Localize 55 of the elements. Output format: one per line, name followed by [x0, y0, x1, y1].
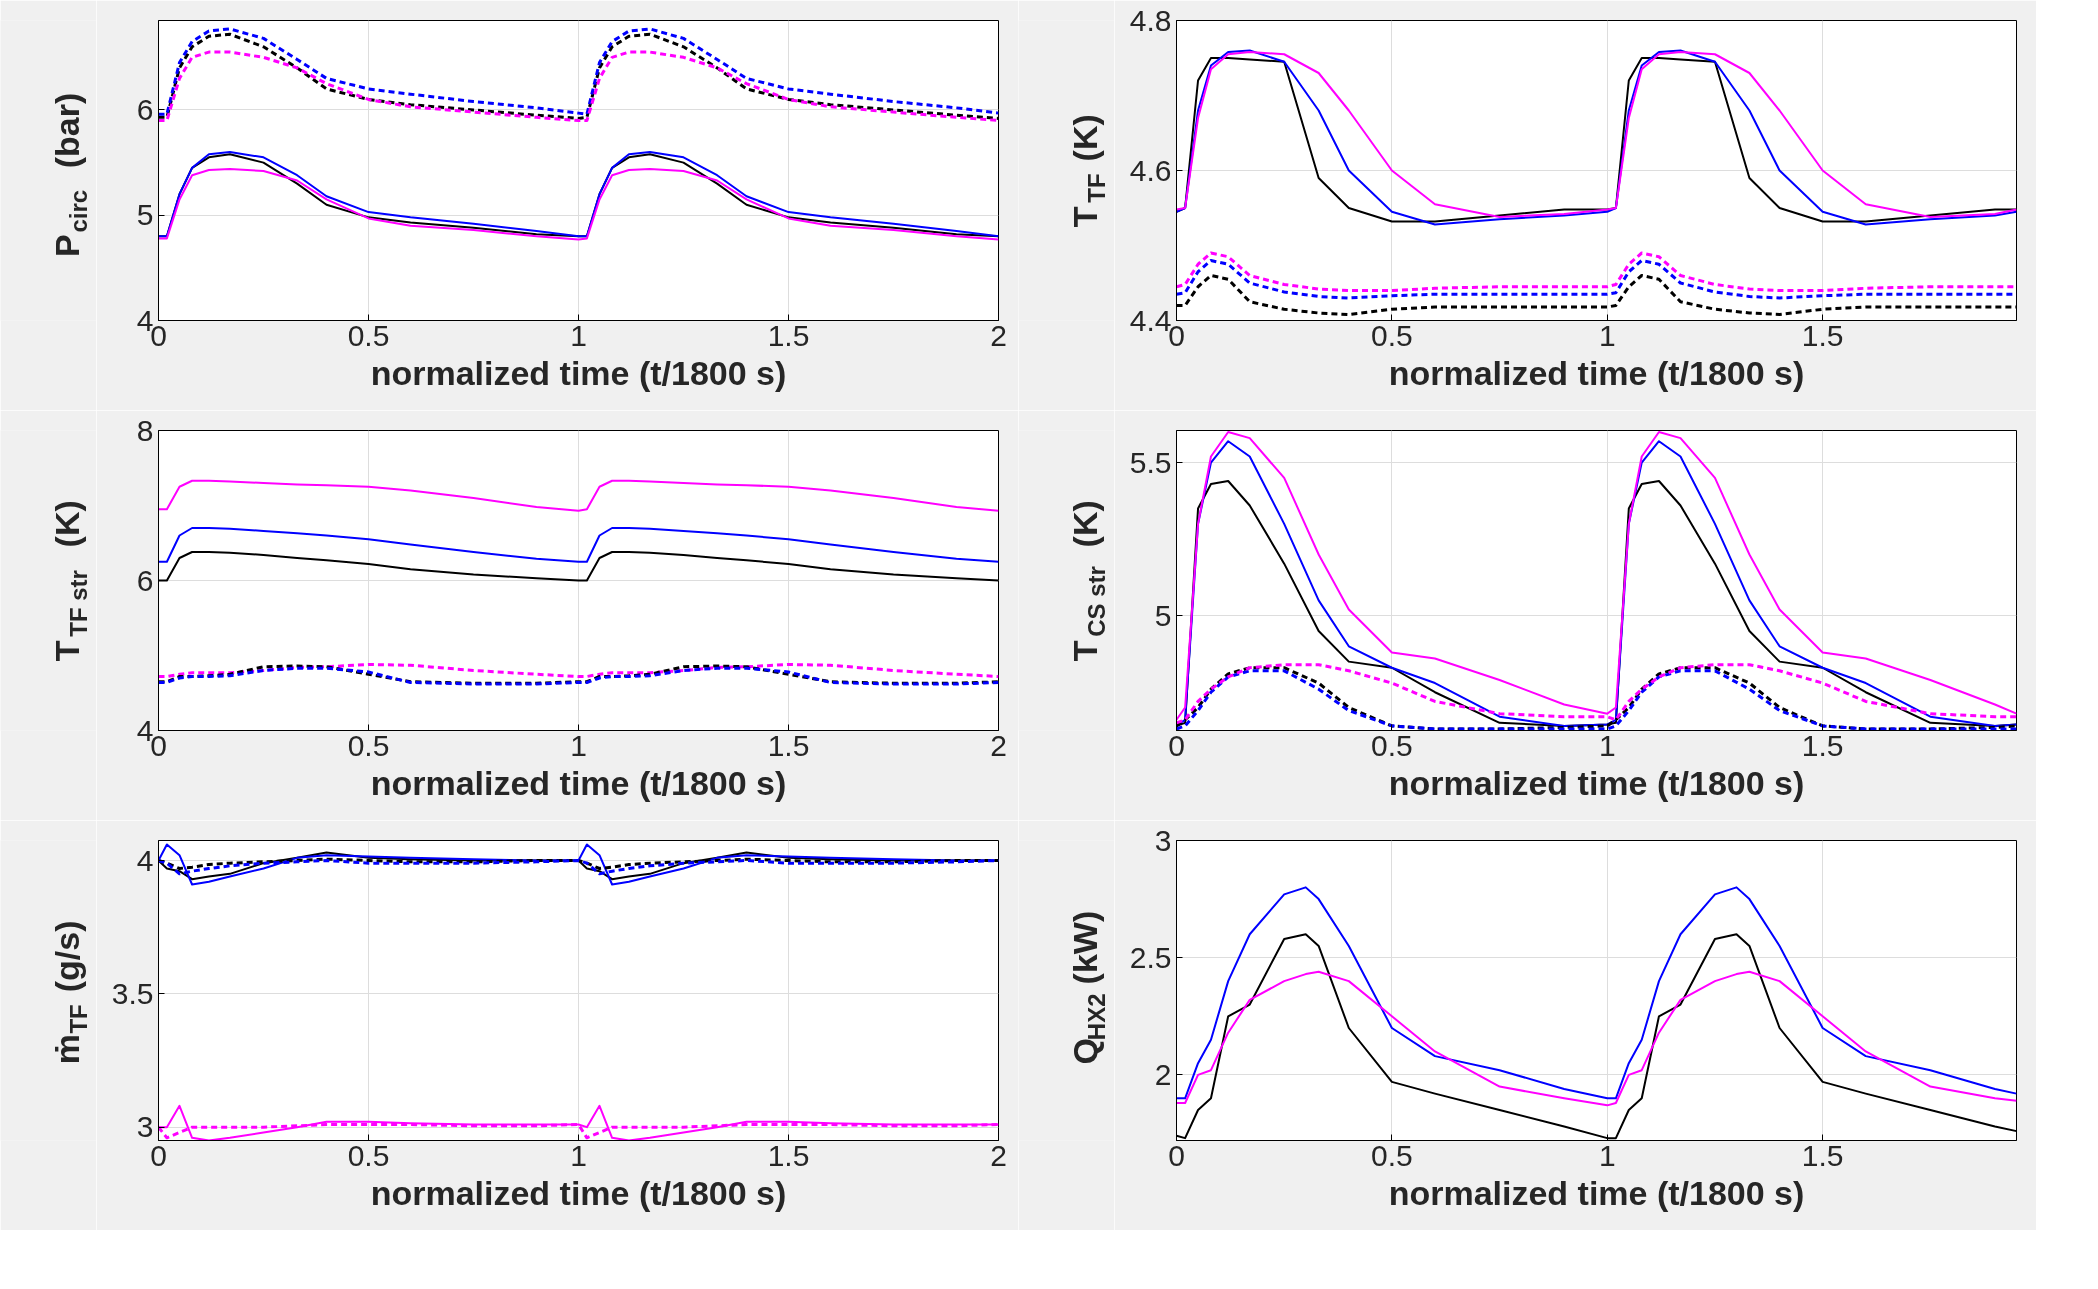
y-tick-label: 2.5	[1129, 940, 1172, 974]
x-tick-label: 2	[990, 1138, 1007, 1172]
line-series	[158, 167, 999, 241]
y-axis-title: TCS str (K)	[1065, 500, 1110, 662]
x-axis-title: normalized time (t/1800 s)	[1388, 353, 1805, 392]
line-series	[158, 50, 999, 122]
y-axis-title: QHX2 (kW)	[1065, 910, 1110, 1065]
x-tick-label: 1	[1598, 728, 1616, 762]
y-tick-label: 5	[136, 198, 154, 232]
line-series	[158, 527, 999, 563]
x-tick-label: 1	[1598, 1138, 1616, 1172]
x-tick-label: 2	[990, 728, 1007, 762]
x-tick-label: 0	[1168, 1138, 1185, 1172]
x-tick-label: 0.5	[347, 728, 390, 762]
y-tick-label: 4	[136, 843, 154, 877]
line-series	[158, 663, 999, 678]
y-tick-label: 6	[136, 92, 154, 126]
y-tick-label: 2	[1154, 1057, 1172, 1091]
x-axis-title: normalized time (t/1800 s)	[1388, 1173, 1805, 1212]
x-tick-label: 1	[1598, 318, 1616, 352]
x-tick-label: 2	[990, 318, 1007, 352]
y-tick-label: 3.5	[111, 976, 154, 1010]
x-tick-label: 1.5	[767, 1138, 810, 1172]
y-tick-label: 6	[136, 563, 154, 597]
x-tick-label: 1	[570, 728, 587, 762]
x-tick-label: 1.5	[767, 728, 810, 762]
x-tick-label: 0	[1168, 728, 1185, 762]
y-tick-label: 4.6	[1129, 153, 1172, 187]
x-tick-label: 0.5	[1371, 728, 1413, 762]
x-axis-title: normalized time (t/1800 s)	[370, 1173, 787, 1212]
line-series	[158, 479, 999, 512]
x-axis-title: normalized time (t/1800 s)	[1388, 763, 1805, 802]
y-tick-label: 5.5	[1129, 445, 1172, 479]
x-tick-label: 1	[570, 318, 587, 352]
x-tick-label: 0.5	[1371, 318, 1413, 352]
x-tick-label: 1.5	[1801, 728, 1844, 762]
x-tick-label: 0.5	[347, 318, 390, 352]
y-tick-label: 5	[1154, 598, 1172, 632]
x-tick-label: 0.5	[1371, 1138, 1413, 1172]
x-axis-title: normalized time (t/1800 s)	[370, 353, 787, 392]
line-series	[1176, 886, 2017, 1100]
y-tick-label: 3	[1154, 823, 1172, 857]
line-series	[1176, 970, 2017, 1107]
y-axis-title: ṁTF (g/s)	[47, 920, 92, 1065]
x-tick-label: 0.5	[347, 1138, 390, 1172]
y-axis-title: TTF str (K)	[47, 500, 92, 662]
x-tick-label: 1.5	[1801, 1138, 1844, 1172]
x-tick-label: 1.5	[1801, 318, 1844, 352]
y-tick-label: 8	[136, 413, 154, 447]
x-tick-label: 1.5	[767, 318, 810, 352]
x-tick-label: 1	[570, 1138, 587, 1172]
y-axis-title: Pcirc (bar)	[47, 92, 92, 258]
x-axis-title: normalized time (t/1800 s)	[370, 763, 787, 802]
y-tick-label: 4.8	[1129, 3, 1172, 37]
y-axis-title: TTF (K)	[1065, 114, 1110, 228]
